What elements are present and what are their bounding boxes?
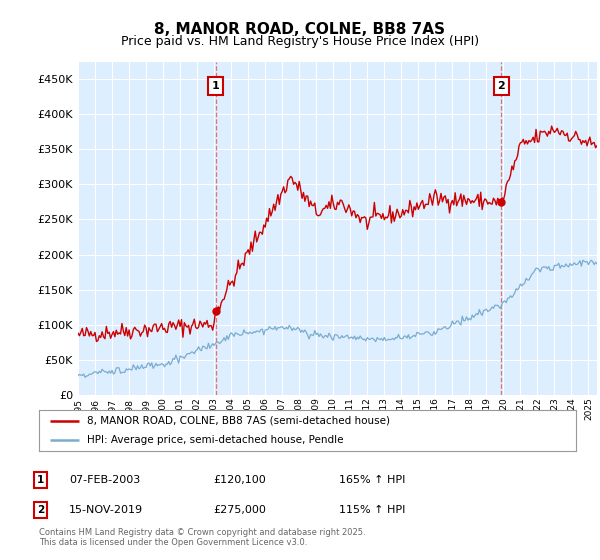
Text: 07-FEB-2003: 07-FEB-2003 <box>69 475 140 485</box>
Text: 2: 2 <box>497 81 505 91</box>
Text: 1: 1 <box>37 475 44 485</box>
Text: 115% ↑ HPI: 115% ↑ HPI <box>339 505 406 515</box>
Text: 15-NOV-2019: 15-NOV-2019 <box>69 505 143 515</box>
Text: 1: 1 <box>212 81 220 91</box>
Text: £120,100: £120,100 <box>213 475 266 485</box>
Text: 8, MANOR ROAD, COLNE, BB8 7AS: 8, MANOR ROAD, COLNE, BB8 7AS <box>155 22 445 38</box>
Text: HPI: Average price, semi-detached house, Pendle: HPI: Average price, semi-detached house,… <box>88 435 344 445</box>
Text: Contains HM Land Registry data © Crown copyright and database right 2025.
This d: Contains HM Land Registry data © Crown c… <box>39 528 365 547</box>
Text: 2: 2 <box>37 505 44 515</box>
Text: £275,000: £275,000 <box>213 505 266 515</box>
Text: 165% ↑ HPI: 165% ↑ HPI <box>339 475 406 485</box>
Text: 8, MANOR ROAD, COLNE, BB8 7AS (semi-detached house): 8, MANOR ROAD, COLNE, BB8 7AS (semi-deta… <box>88 416 391 426</box>
Text: Price paid vs. HM Land Registry's House Price Index (HPI): Price paid vs. HM Land Registry's House … <box>121 35 479 48</box>
